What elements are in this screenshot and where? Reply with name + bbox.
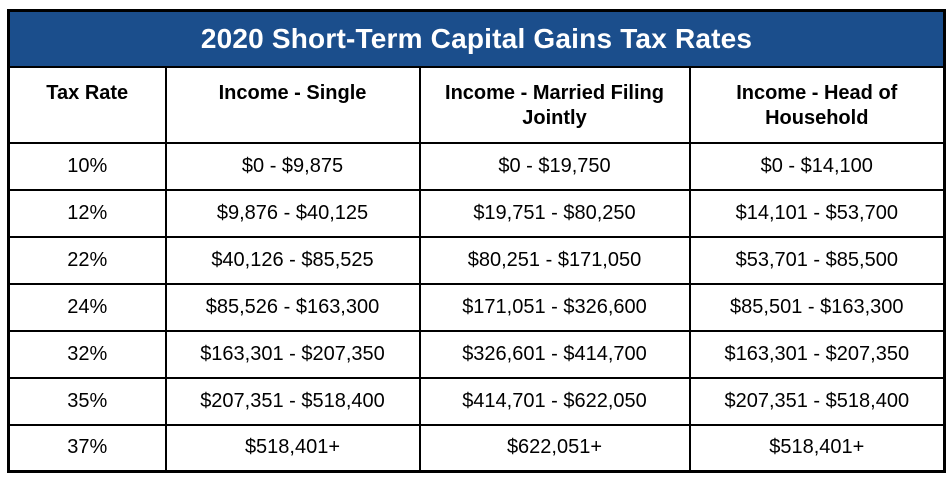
cell-income-married: $19,751 - $80,250 [418, 188, 691, 238]
cell-income-single: $9,876 - $40,125 [164, 188, 421, 238]
column-header-income-head-of-household: Income - Head of Household [688, 65, 946, 144]
cell-income-head: $163,301 - $207,350 [688, 329, 946, 379]
table-row: 32% $163,301 - $207,350 $326,601 - $414,… [7, 329, 946, 379]
column-header-income-single: Income - Single [164, 65, 421, 144]
table-title: 2020 Short-Term Capital Gains Tax Rates [7, 9, 946, 68]
cell-income-head: $207,351 - $518,400 [688, 376, 946, 426]
column-header-tax-rate: Tax Rate [7, 65, 167, 144]
cell-income-single: $163,301 - $207,350 [164, 329, 421, 379]
cell-income-married: $171,051 - $326,600 [418, 282, 691, 332]
table-row: 10% $0 - $9,875 $0 - $19,750 $0 - $14,10… [7, 141, 946, 191]
title-row: 2020 Short-Term Capital Gains Tax Rates [7, 9, 946, 68]
cell-income-married: $622,051+ [418, 423, 691, 473]
table-row: 37% $518,401+ $622,051+ $518,401+ [7, 423, 946, 473]
cell-income-single: $40,126 - $85,525 [164, 235, 421, 285]
table-row: 35% $207,351 - $518,400 $414,701 - $622,… [7, 376, 946, 426]
column-header-row: Tax Rate Income - Single Income - Marrie… [7, 65, 946, 144]
cell-tax-rate: 32% [7, 329, 167, 379]
capital-gains-figure: 2020 Short-Term Capital Gains Tax Rates … [7, 9, 947, 473]
cell-income-married: $414,701 - $622,050 [418, 376, 691, 426]
cell-income-head: $85,501 - $163,300 [688, 282, 946, 332]
cell-income-head: $0 - $14,100 [688, 141, 946, 191]
cell-income-single: $518,401+ [164, 423, 421, 473]
cell-tax-rate: 35% [7, 376, 167, 426]
table-row: 12% $9,876 - $40,125 $19,751 - $80,250 $… [7, 188, 946, 238]
cell-income-single: $0 - $9,875 [164, 141, 421, 191]
cell-tax-rate: 22% [7, 235, 167, 285]
column-header-income-married-filing-jointly: Income - Married Filing Jointly [418, 65, 691, 144]
cell-tax-rate: 24% [7, 282, 167, 332]
tax-rate-table: 2020 Short-Term Capital Gains Tax Rates … [7, 9, 947, 473]
table-row: 22% $40,126 - $85,525 $80,251 - $171,050… [7, 235, 946, 285]
cell-income-head: $53,701 - $85,500 [688, 235, 946, 285]
table-row: 24% $85,526 - $163,300 $171,051 - $326,6… [7, 282, 946, 332]
cell-income-married: $326,601 - $414,700 [418, 329, 691, 379]
cell-income-married: $0 - $19,750 [418, 141, 691, 191]
cell-income-single: $207,351 - $518,400 [164, 376, 421, 426]
cell-tax-rate: 12% [7, 188, 167, 238]
cell-income-head: $518,401+ [688, 423, 946, 473]
cell-income-married: $80,251 - $171,050 [418, 235, 691, 285]
cell-tax-rate: 10% [7, 141, 167, 191]
cell-income-head: $14,101 - $53,700 [688, 188, 946, 238]
cell-tax-rate: 37% [7, 423, 167, 473]
cell-income-single: $85,526 - $163,300 [164, 282, 421, 332]
